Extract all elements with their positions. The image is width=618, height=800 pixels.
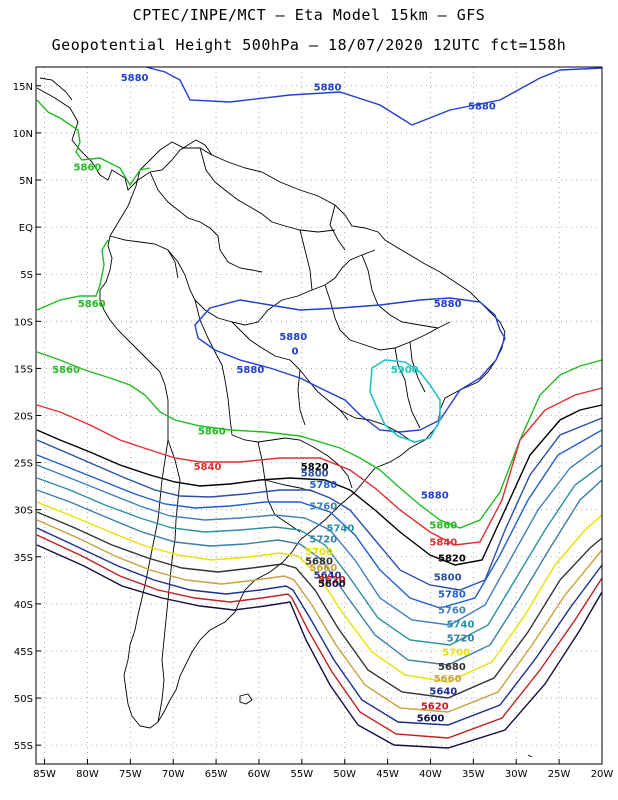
contour-label: 5720 — [309, 535, 337, 546]
contour-line-5880 — [145, 66, 603, 126]
contour-line-5800 — [36, 417, 603, 591]
lat-tick-label: 5S — [20, 270, 33, 281]
axis-ticks: 15N 10N 5N EQ 5S 10S 15S 20S 25S 30S 35S 40S 45S 50S 5… — [13, 82, 614, 780]
lon-tick-label: 40W — [419, 769, 442, 780]
contour-label: 5700 — [442, 648, 470, 659]
lon-tick-label: 45W — [376, 769, 399, 780]
contour-label: 0 — [292, 346, 299, 357]
lat-tick-label: 55S — [14, 741, 33, 752]
lon-tick-label: 25W — [548, 769, 571, 780]
contour-label: 5680 — [305, 556, 333, 567]
contour-line-5880-closed — [194, 297, 506, 433]
contour-label: 5780 — [438, 589, 466, 600]
contour-label: 5860 — [52, 365, 80, 376]
lon-tick-label: 35W — [462, 769, 485, 780]
contour-label: 5700 — [305, 547, 333, 558]
contour-label: 5600 — [417, 714, 445, 725]
lat-tick-label: 15S — [14, 364, 33, 375]
contour-lines — [36, 66, 603, 749]
contour-label: 5800 — [434, 572, 462, 583]
contour-line-5860 — [36, 99, 151, 187]
contour-label: 5760 — [438, 605, 466, 616]
contour-line-5860 — [36, 239, 109, 311]
lon-tick-label: 70W — [162, 769, 185, 780]
contour-label: 5860 — [74, 163, 102, 174]
contour-label: 5740 — [327, 523, 355, 534]
contour-label: 5620 — [318, 575, 346, 586]
contour-label: 5880 — [421, 490, 449, 501]
contour-label: 5880 — [314, 83, 342, 94]
lat-tick-label: 30S — [14, 506, 33, 517]
contour-label: 5740 — [447, 619, 475, 630]
contour-label: 5660 — [309, 563, 337, 574]
contour-label: 5860 — [78, 299, 106, 310]
contour-label: 5620 — [421, 701, 449, 712]
contour-label: 5880 — [468, 101, 496, 112]
contour-label: 5600 — [318, 579, 346, 590]
contour-line-5900-closed — [369, 359, 441, 443]
contour-labels: 5880 5880 5880 5860 5860 5860 5860 5880 5880 0 588… — [52, 73, 496, 724]
lat-tick-label: 20S — [14, 412, 33, 423]
lon-tick-label: 80W — [76, 769, 99, 780]
lat-tick-label: 15N — [13, 82, 33, 93]
contour-line-5680 — [36, 511, 603, 699]
lon-tick-label: 30W — [505, 769, 528, 780]
lon-tick-label: 65W — [205, 769, 228, 780]
contour-label: 5860 — [429, 521, 457, 532]
lat-tick-label: 50S — [14, 694, 33, 705]
contour-line-5860 — [36, 351, 603, 529]
lat-tick-label: 10S — [14, 317, 33, 328]
contour-line-5720 — [36, 479, 603, 666]
lat-tick-label: 40S — [14, 600, 33, 611]
contour-line-5660 — [36, 519, 603, 713]
lon-tick-label: 85W — [33, 769, 56, 780]
contour-label: 5820 — [438, 553, 466, 564]
contour-line-5700 — [36, 501, 603, 683]
contour-label: 5820 — [301, 462, 329, 473]
contour-label: 5880 — [279, 332, 307, 343]
map-title-line2: Geopotential Height 500hPa – 18/07/2020 … — [51, 36, 567, 54]
contour-line-5840 — [36, 387, 603, 546]
lon-tick-label: 50W — [333, 769, 356, 780]
contour-label: 5640 — [314, 570, 342, 581]
lon-tick-label: 75W — [119, 769, 142, 780]
lat-lon-grid — [36, 67, 603, 764]
contour-label: 5880 — [434, 299, 462, 310]
lat-tick-label: 25S — [14, 459, 33, 470]
contour-label: 5680 — [438, 662, 466, 673]
lon-tick-label: 20W — [591, 769, 614, 780]
contour-label: 5800 — [301, 469, 329, 480]
contour-line-5740 — [36, 464, 603, 646]
lat-tick-label: 10N — [13, 129, 33, 140]
contour-line-5780 — [36, 429, 603, 609]
contour-label: 5640 — [429, 686, 457, 697]
contour-label: 5780 — [309, 480, 337, 491]
lon-tick-label: 60W — [248, 769, 271, 780]
contour-line-5620 — [36, 534, 603, 739]
contour-label: 5660 — [434, 674, 462, 685]
lon-tick-label: 55W — [291, 769, 314, 780]
contour-line-5600 — [36, 544, 603, 749]
contour-label: 5840 — [194, 462, 222, 473]
contour-label: 5720 — [447, 634, 475, 645]
contour-label: 5760 — [309, 502, 337, 513]
map-frame — [35, 66, 603, 765]
lat-tick-label: 35S — [14, 553, 33, 564]
lat-tick-label: EQ — [19, 223, 33, 234]
contour-line-5760 — [36, 444, 603, 626]
contour-label: 5860 — [198, 426, 226, 437]
contour-label: 5900 — [391, 365, 419, 376]
contour-label: 5880 — [236, 365, 264, 376]
map-title-line1: CPTEC/INPE/MCT – Eta Model 15km – GFS — [132, 6, 486, 24]
contour-line-5820 — [36, 404, 603, 566]
contour-line-5640 — [36, 527, 603, 726]
lat-tick-label: 45S — [14, 647, 33, 658]
lat-tick-label: 5N — [19, 176, 33, 187]
contour-label: 5880 — [121, 73, 149, 84]
contour-label: 5840 — [429, 537, 457, 548]
